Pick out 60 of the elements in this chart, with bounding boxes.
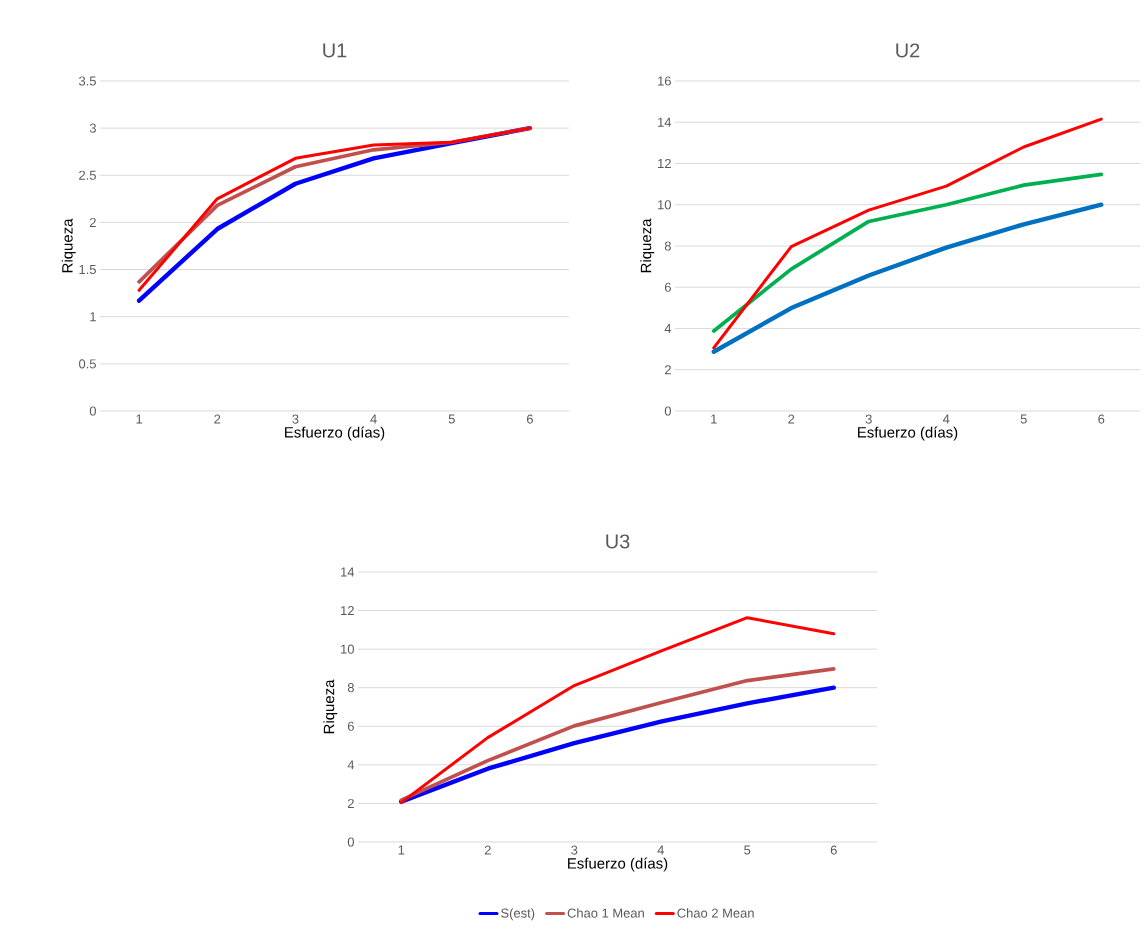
y-tick-label: 3.5 [78, 76, 96, 86]
y-tick-label: 8 [664, 241, 671, 251]
chart-title: U3 [606, 534, 630, 549]
x-tick-label: 3 [571, 845, 578, 855]
line-series [712, 117, 1103, 350]
y-tick-label: 0 [89, 406, 96, 416]
x-tick-label: 3 [292, 414, 299, 424]
x-tick-label: 6 [1098, 414, 1105, 424]
y-tick-label: 4 [347, 760, 355, 770]
x-axis-title: Esfuerzo (días) [858, 426, 958, 441]
x-tick-label: 4 [942, 414, 950, 424]
x-tick-label: 5 [744, 845, 751, 855]
y-tick-label: 14 [658, 117, 672, 127]
y-tick-label: 3 [89, 123, 96, 133]
y-tick-label: 14 [341, 567, 355, 577]
y-tick-label: 0 [347, 837, 354, 847]
y-tick-label: 6 [664, 282, 671, 292]
x-tick-label: 2 [788, 414, 795, 424]
y-tick-label: 12 [341, 606, 354, 616]
y-tick-label: 0.5 [78, 359, 96, 369]
legend-label: Chao 1 Mean [567, 908, 644, 918]
y-axis-title: Riqueza [61, 218, 76, 273]
line-series [711, 202, 1104, 354]
x-tick-label: 6 [526, 414, 533, 424]
x-tick-label: 1 [711, 414, 717, 424]
line-series [711, 172, 1104, 333]
x-tick-label: 5 [448, 414, 455, 424]
y-tick-label: 2 [664, 365, 671, 375]
line-series [399, 685, 836, 804]
x-tick-label: 1 [398, 845, 405, 855]
x-axis-title: Esfuerzo (días) [285, 426, 385, 441]
x-axis-title: Esfuerzo (días) [568, 857, 668, 872]
x-tick-label: 5 [1020, 414, 1027, 424]
y-tick-label: 6 [347, 721, 354, 731]
legend-label: S(est) [501, 908, 535, 921]
y-tick-label: 2 [347, 798, 354, 808]
y-tick-label: 10 [658, 200, 671, 210]
y-axis-title: Riqueza [640, 218, 655, 273]
y-axis-title: Riqueza [323, 679, 338, 734]
chart-title: U1 [323, 43, 347, 58]
y-tick-label: 2 [89, 217, 96, 227]
line-series [399, 616, 836, 805]
x-tick-label: 6 [830, 845, 837, 855]
y-tick-label: 12 [658, 158, 671, 168]
y-tick-label: 4 [664, 324, 672, 333]
y-tick-label: 1.5 [79, 265, 96, 275]
x-tick-label: 2 [484, 845, 491, 855]
y-tick-label: 0 [664, 406, 671, 416]
y-tick-label: 16 [658, 76, 671, 86]
line-series [399, 666, 836, 802]
x-tick-label: 4 [370, 414, 377, 424]
y-tick-label: 2.5 [79, 170, 96, 180]
x-tick-label: 1 [136, 414, 143, 424]
y-tick-label: 1 [90, 312, 96, 322]
legend-label: Chao 2 Mean [677, 908, 754, 918]
x-tick-label: 2 [214, 414, 221, 424]
y-tick-label: 10 [341, 644, 354, 654]
x-tick-label: 3 [865, 414, 872, 424]
y-tick-label: 8 [347, 683, 354, 693]
chart-title: U2 [896, 43, 920, 58]
